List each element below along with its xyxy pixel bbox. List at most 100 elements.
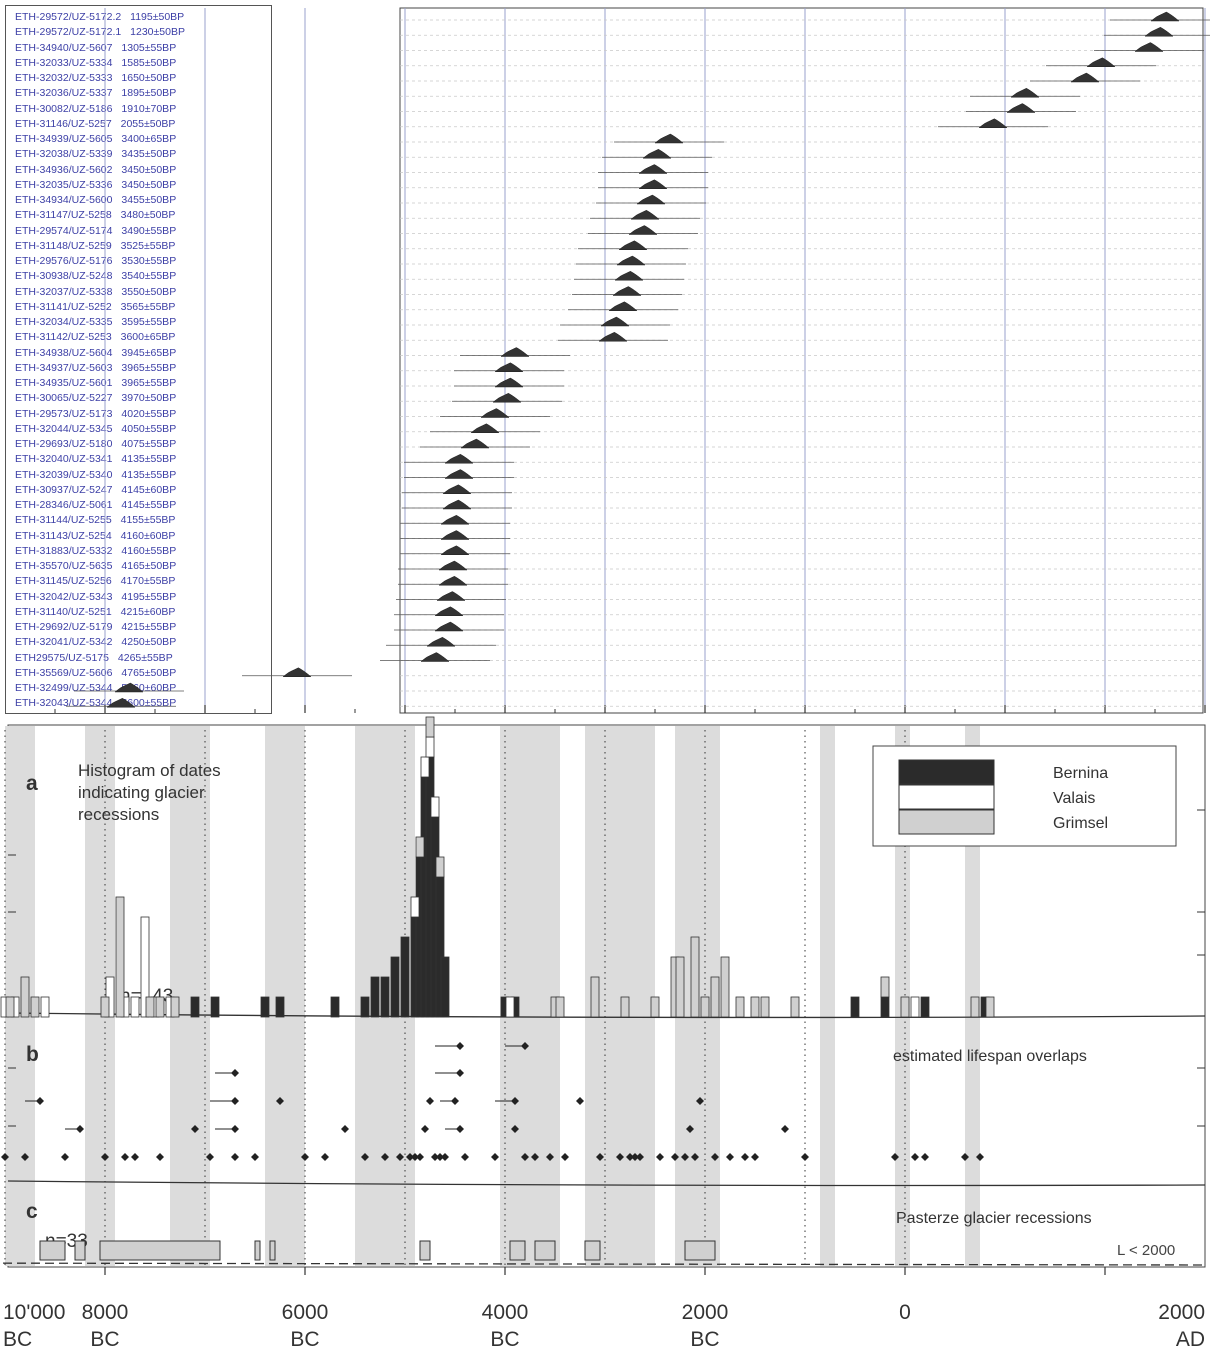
lifespan-diamond <box>406 1153 414 1161</box>
sample-label: ETH-32033/UZ-5334 1585±50BP <box>15 57 176 69</box>
calibration-distribution <box>436 591 466 601</box>
sample-label: ETH-34940/UZ-5607 1305±55BP <box>15 42 176 54</box>
sample-id: ETH-30937/UZ-5247 <box>15 483 113 496</box>
x-axis-label-line1: 0 <box>899 1301 911 1324</box>
lifespan-diamond <box>76 1125 84 1133</box>
legend-swatch <box>898 809 995 835</box>
lifespan-diamond <box>231 1153 239 1161</box>
panel-b-title: estimated lifespan overlaps <box>893 1048 1087 1065</box>
lifespan-diamond <box>521 1042 529 1050</box>
lifespan-diamond <box>561 1153 569 1161</box>
legend-label: Bernina <box>1053 765 1108 782</box>
panel-a-title-line: indicating glacier <box>78 783 205 802</box>
histogram-bar <box>505 996 515 1018</box>
sample-label: ETH-32042/UZ-5343 4195±55BP <box>15 591 176 603</box>
sample-age: 3450±50BP <box>118 178 177 191</box>
sample-id: ETH-31146/UZ-5257 <box>15 117 112 130</box>
panel-b-letter: b <box>26 1043 39 1066</box>
histogram-bar <box>900 996 910 1018</box>
lifespan-diamond <box>396 1153 404 1161</box>
panel-a-title-line: recessions <box>78 805 159 824</box>
sample-id: ETH-32035/UZ-5336 <box>15 178 113 191</box>
histogram-bar <box>650 996 660 1018</box>
calibration-distribution <box>440 530 470 540</box>
calibration-distribution <box>442 484 472 494</box>
sample-id: ETH-31147/UZ-5258 <box>15 209 112 222</box>
histogram-bar <box>720 956 730 1018</box>
lifespan-diamond <box>251 1153 259 1161</box>
lifespan-diamond <box>121 1153 129 1161</box>
calibration-distribution <box>480 408 510 418</box>
sample-id: ETH-29572/UZ-5172.1 <box>15 26 122 39</box>
histogram-bar <box>410 896 420 918</box>
sample-id: ETH-34940/UZ-5607 <box>15 41 113 54</box>
histogram-bar <box>190 996 200 1018</box>
lifespan-diamond <box>341 1125 349 1133</box>
sample-id: ETH-35569/UZ-5606 <box>15 666 113 679</box>
lifespan-diamond <box>711 1153 719 1161</box>
calibration-distribution <box>636 194 666 205</box>
sample-label: ETH-34935/UZ-5601 3965±55BP <box>15 377 176 389</box>
histogram-bar <box>170 996 180 1018</box>
lifespan-diamond <box>456 1125 464 1133</box>
x-axis-label-line2: BC <box>490 1328 519 1351</box>
period-band <box>820 726 835 1266</box>
sample-age: 4195±55BP <box>118 590 177 603</box>
sample-label: ETH-32041/UZ-5342 4250±50BP <box>15 636 176 648</box>
histogram-bar <box>590 976 600 1018</box>
x-axis-label-line2: BC <box>290 1328 319 1351</box>
sample-id: ETH-29572/UZ-5172.2 <box>15 11 122 23</box>
sample-age: 4020±55BP <box>118 407 177 420</box>
legend-swatch <box>898 784 995 810</box>
histogram-bar <box>620 996 630 1018</box>
sample-label: ETH-32035/UZ-5336 3450±50BP <box>15 179 176 191</box>
calibration-distribution <box>492 392 522 403</box>
histogram-bar <box>790 996 800 1018</box>
sample-id: ETH-30082/UZ-5186 <box>15 102 113 115</box>
histogram-bar <box>425 716 435 738</box>
calibration-distribution <box>442 499 472 510</box>
histogram-bar <box>210 996 220 1018</box>
calibration-distribution <box>438 575 468 586</box>
sample-age: 4215±55BP <box>118 621 177 633</box>
sample-label: ETH-31883/UZ-5332 4160±55BP <box>15 545 176 557</box>
histogram-bar <box>675 956 685 1018</box>
histogram-bar <box>380 976 390 1018</box>
sample-label: ETH-34934/UZ-5600 3455±50BP <box>15 194 176 206</box>
sample-age: 3550±50BP <box>118 285 177 298</box>
x-axis-label-line1: 6000 <box>282 1301 329 1324</box>
lifespan-diamond <box>491 1153 499 1161</box>
sample-age: 3565±55BP <box>117 300 176 313</box>
lifespan-diamond <box>911 1153 919 1161</box>
calibration-distribution <box>500 347 530 357</box>
pasterze-recession-box <box>39 1240 66 1261</box>
lifespan-diamond <box>741 1153 749 1161</box>
x-axis-label-line1: 10'000 <box>3 1301 65 1324</box>
calibration-distribution <box>1006 103 1036 113</box>
pasterze-recession-box <box>269 1240 276 1261</box>
histogram-bar <box>415 836 425 858</box>
calibration-distribution <box>616 255 646 266</box>
x-axis-label-line2: BC <box>690 1328 719 1351</box>
period-band <box>170 726 210 1266</box>
sample-age: 1230±50BP <box>127 26 185 39</box>
lifespan-diamond <box>421 1125 429 1133</box>
sample-age: 4265±55BP <box>114 651 173 664</box>
calibration-distribution <box>600 316 630 327</box>
sample-label: ETH-35569/UZ-5606 4765±50BP <box>15 667 176 679</box>
sample-label: ETH-31145/UZ-5256 4170±55BP <box>15 575 175 587</box>
histogram-bar <box>910 996 920 1018</box>
lifespan-diamond <box>131 1153 139 1161</box>
sample-id: ETH-34936/UZ-5602 <box>15 163 113 176</box>
histogram-bar <box>970 996 980 1018</box>
sample-label: ETH-34939/UZ-5605 3400±65BP <box>15 133 176 145</box>
sample-label: ETH-31141/UZ-5252 3565±55BP <box>15 301 175 313</box>
calibration-distribution <box>608 301 638 311</box>
lifespan-diamond <box>631 1153 639 1161</box>
sample-age: 1895±50BP <box>118 87 177 100</box>
sample-label: ETH-31148/UZ-5259 3525±55BP <box>15 240 175 252</box>
sample-label: ETH-34938/UZ-5604 3945±65BP <box>15 347 176 359</box>
sample-age: 3970±50BP <box>118 392 177 405</box>
pasterze-recession-box <box>254 1240 261 1261</box>
period-band <box>5 726 35 1266</box>
